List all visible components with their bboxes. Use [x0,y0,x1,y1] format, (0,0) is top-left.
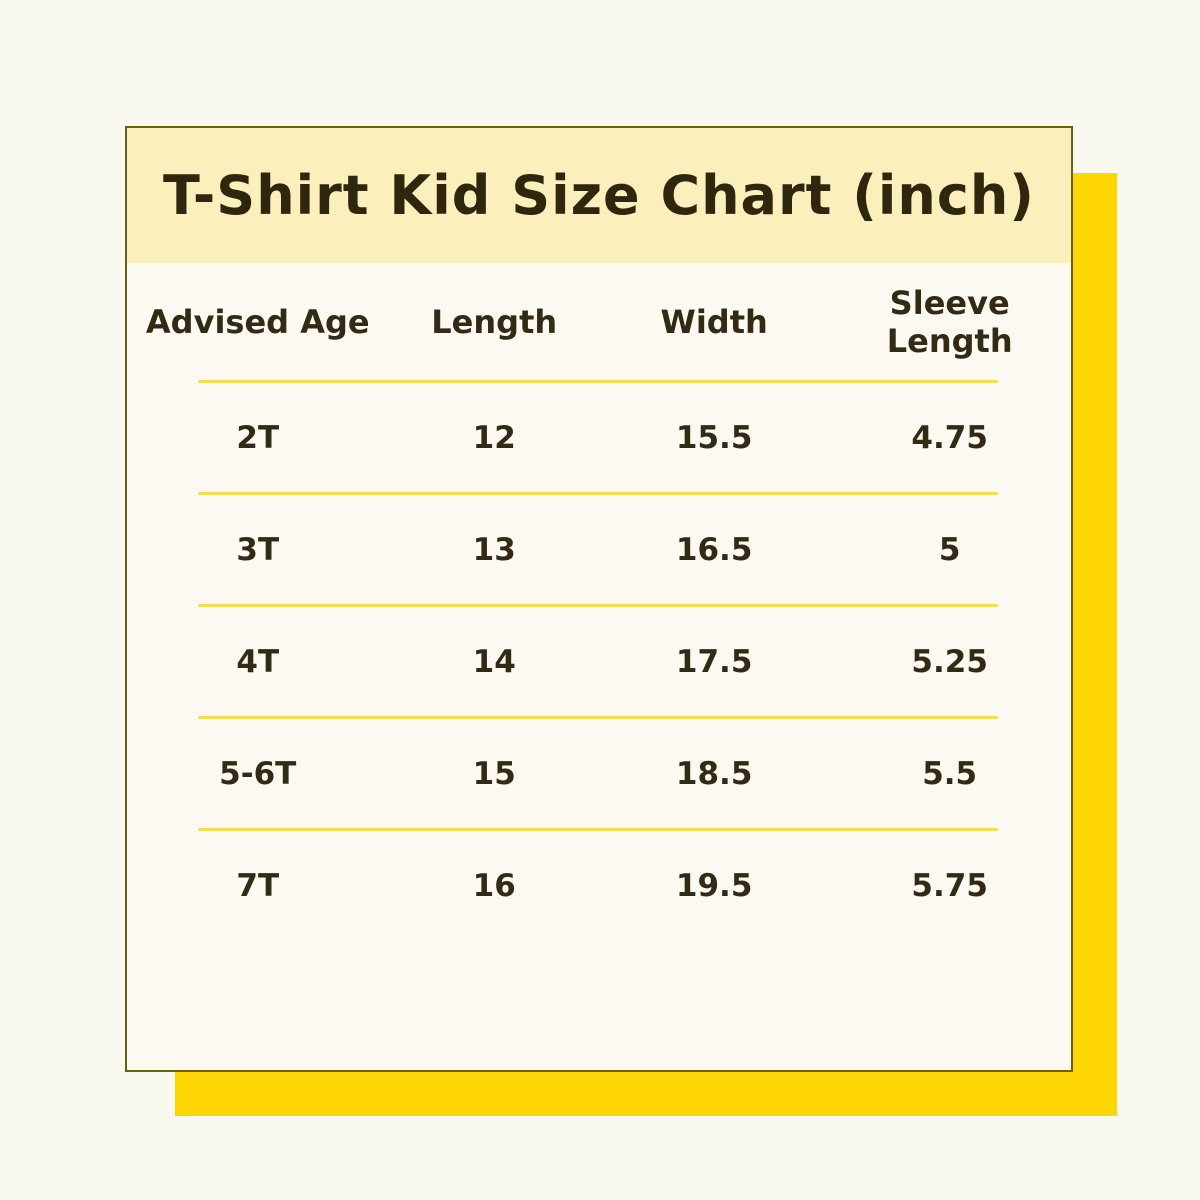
cell-sleeve-length: 5.5 [922,755,978,792]
cell-sleeve-length: 5 [938,531,961,568]
table-row: 3T 13 16.5 5 [127,495,1071,604]
cell-sleeve-length: 4.75 [911,419,988,456]
table-row: 4T 14 17.5 5.25 [127,607,1071,716]
row-divider [198,716,998,719]
cell-advised-age: 5-6T [219,755,297,792]
table-header-row: Advised Age Length Width Sleeve Length [127,263,1071,380]
cell-sleeve-length: 5.75 [911,867,988,904]
cell-width: 15.5 [675,419,753,456]
row-divider [198,828,998,831]
card-header-band: T-Shirt Kid Size Chart (inch) [127,128,1071,263]
cell-length: 16 [472,867,516,904]
table-row: 5-6T 15 18.5 5.5 [127,719,1071,828]
table-row: 2T 12 15.5 4.75 [127,383,1071,492]
cell-width: 19.5 [675,867,753,904]
cell-length: 14 [472,643,516,680]
cell-length: 15 [472,755,516,792]
cell-advised-age: 4T [236,643,280,680]
chart-title: T-Shirt Kid Size Chart (inch) [163,164,1035,227]
table-row: 7T 16 19.5 5.75 [127,831,1071,940]
row-divider [198,604,998,607]
column-header-length: Length [431,302,558,341]
row-divider [198,380,998,383]
cell-advised-age: 3T [236,531,280,568]
cell-advised-age: 7T [236,867,280,904]
cell-width: 16.5 [675,531,753,568]
row-divider [198,492,998,495]
cell-length: 12 [472,419,516,456]
column-header-sleeve-length: Sleeve Length [886,283,1013,360]
cell-width: 18.5 [675,755,753,792]
cell-sleeve-length: 5.25 [911,643,988,680]
column-header-width: Width [660,302,768,341]
cell-advised-age: 2T [236,419,280,456]
size-chart-card: T-Shirt Kid Size Chart (inch) Advised Ag… [125,126,1073,1072]
column-header-advised-age: Advised Age [145,302,370,341]
size-table: Advised Age Length Width Sleeve Length 2… [127,263,1071,940]
cell-width: 17.5 [675,643,753,680]
cell-length: 13 [472,531,516,568]
